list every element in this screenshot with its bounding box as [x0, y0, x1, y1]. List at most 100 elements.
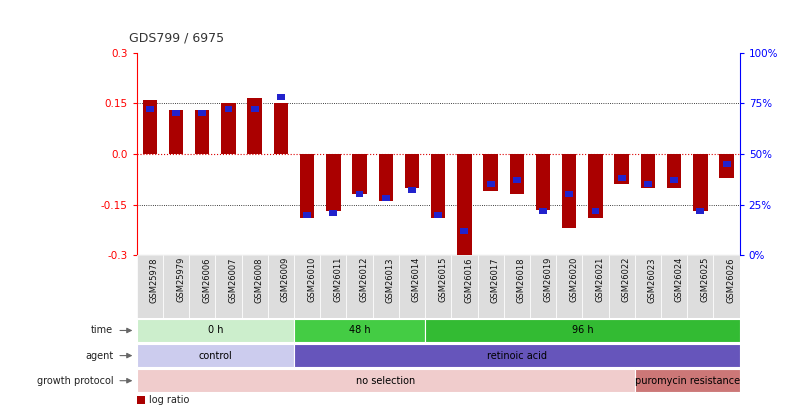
Bar: [457, 154, 471, 255]
Text: GSM26007: GSM26007: [228, 257, 237, 303]
Text: GSM26018: GSM26018: [516, 257, 525, 303]
Text: GDS799 / 6975: GDS799 / 6975: [128, 32, 223, 45]
Text: GSM26020: GSM26020: [569, 257, 577, 303]
Bar: [172, 111, 180, 117]
Text: GSM25978: GSM25978: [149, 257, 158, 303]
Text: GSM26013: GSM26013: [385, 257, 394, 303]
Bar: [224, 107, 232, 112]
FancyBboxPatch shape: [241, 255, 267, 318]
FancyBboxPatch shape: [163, 255, 189, 318]
FancyBboxPatch shape: [425, 319, 739, 342]
Text: GSM26016: GSM26016: [464, 257, 473, 303]
Bar: [695, 207, 703, 214]
Bar: [352, 154, 366, 194]
FancyBboxPatch shape: [608, 255, 634, 318]
Bar: [591, 207, 599, 214]
Bar: [137, 396, 145, 404]
Bar: [329, 210, 336, 215]
Bar: [722, 161, 730, 167]
Bar: [613, 154, 628, 184]
Bar: [512, 177, 520, 183]
FancyBboxPatch shape: [189, 255, 215, 318]
Bar: [509, 154, 524, 194]
Bar: [169, 110, 183, 154]
Bar: [460, 228, 468, 234]
Text: GSM26026: GSM26026: [726, 257, 735, 303]
Bar: [666, 154, 680, 188]
Bar: [276, 94, 284, 100]
Text: GSM26006: GSM26006: [202, 257, 211, 303]
Bar: [251, 107, 259, 112]
Text: GSM26015: GSM26015: [438, 257, 446, 303]
FancyBboxPatch shape: [634, 369, 739, 392]
Text: GSM26014: GSM26014: [411, 257, 421, 303]
Text: GSM26025: GSM26025: [699, 257, 708, 303]
FancyBboxPatch shape: [294, 319, 425, 342]
Bar: [378, 154, 393, 201]
FancyBboxPatch shape: [398, 255, 425, 318]
Bar: [565, 192, 573, 198]
Bar: [145, 107, 153, 112]
Text: GSM26019: GSM26019: [542, 257, 552, 303]
Text: puromycin resistance: puromycin resistance: [634, 376, 739, 386]
FancyBboxPatch shape: [372, 255, 398, 318]
FancyBboxPatch shape: [267, 255, 294, 318]
Bar: [434, 211, 442, 218]
Text: GSM26023: GSM26023: [647, 257, 656, 303]
FancyBboxPatch shape: [346, 255, 372, 318]
Bar: [303, 211, 311, 218]
Text: GSM26021: GSM26021: [595, 257, 604, 303]
Bar: [486, 181, 494, 187]
FancyBboxPatch shape: [503, 255, 529, 318]
Bar: [539, 207, 546, 214]
FancyBboxPatch shape: [215, 255, 241, 318]
Text: GSM26008: GSM26008: [255, 257, 263, 303]
Text: GSM26017: GSM26017: [490, 257, 499, 303]
Text: GSM26012: GSM26012: [359, 257, 368, 303]
Text: time: time: [91, 326, 113, 335]
Text: GSM26010: GSM26010: [307, 257, 316, 303]
Text: log ratio: log ratio: [149, 395, 189, 405]
Text: GSM26024: GSM26024: [673, 257, 683, 303]
Bar: [195, 110, 209, 154]
Bar: [617, 175, 625, 181]
Bar: [408, 187, 415, 194]
Bar: [719, 154, 733, 177]
FancyBboxPatch shape: [477, 255, 503, 318]
FancyBboxPatch shape: [137, 319, 294, 342]
Bar: [561, 154, 576, 228]
Bar: [273, 103, 287, 154]
Bar: [247, 98, 262, 154]
Bar: [355, 192, 363, 198]
Bar: [588, 154, 602, 218]
FancyBboxPatch shape: [137, 344, 294, 367]
FancyBboxPatch shape: [581, 255, 608, 318]
Text: control: control: [198, 351, 232, 360]
FancyBboxPatch shape: [425, 255, 450, 318]
Text: retinoic acid: retinoic acid: [487, 351, 546, 360]
Bar: [381, 196, 389, 201]
Bar: [300, 154, 314, 218]
Bar: [221, 103, 235, 154]
Text: no selection: no selection: [356, 376, 415, 386]
Text: agent: agent: [85, 351, 113, 360]
Bar: [643, 181, 651, 187]
Text: 96 h: 96 h: [571, 326, 593, 335]
Text: growth protocol: growth protocol: [37, 376, 113, 386]
FancyBboxPatch shape: [137, 369, 634, 392]
Bar: [326, 154, 340, 211]
Bar: [430, 154, 445, 218]
FancyBboxPatch shape: [294, 255, 320, 318]
FancyBboxPatch shape: [634, 255, 660, 318]
Bar: [670, 177, 677, 183]
FancyBboxPatch shape: [687, 255, 712, 318]
Bar: [692, 154, 707, 211]
Text: GSM26009: GSM26009: [280, 257, 290, 303]
FancyBboxPatch shape: [556, 255, 581, 318]
FancyBboxPatch shape: [712, 255, 739, 318]
Bar: [404, 154, 418, 188]
Bar: [535, 154, 549, 210]
Text: 48 h: 48 h: [349, 326, 370, 335]
Bar: [142, 100, 157, 154]
Text: 0 h: 0 h: [207, 326, 222, 335]
